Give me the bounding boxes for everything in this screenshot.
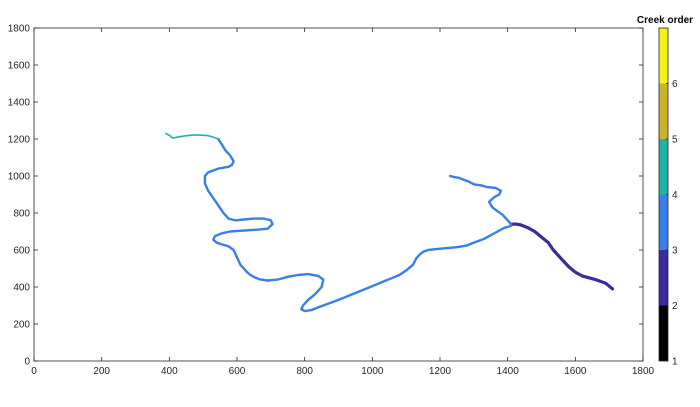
y-tick-label: 200 bbox=[13, 320, 30, 331]
y-tick-label: 1600 bbox=[8, 61, 31, 72]
x-tick-label: 0 bbox=[31, 366, 37, 377]
colorbar-tick-label: 1 bbox=[672, 357, 678, 368]
y-tick-label: 400 bbox=[13, 283, 30, 294]
x-tick-label: 800 bbox=[296, 366, 313, 377]
creek-series-3 bbox=[449, 174, 513, 226]
x-tick-label: 1400 bbox=[497, 366, 520, 377]
y-tick-label: 600 bbox=[13, 246, 30, 257]
colorbar-tick-label: 3 bbox=[672, 246, 678, 257]
x-tick-label: 1600 bbox=[564, 366, 587, 377]
colorbar-tick-label: 6 bbox=[672, 79, 678, 90]
colorbar-segment-4 bbox=[659, 139, 668, 195]
colorbar-tick-label: 4 bbox=[672, 190, 678, 201]
y-tick-label: 800 bbox=[13, 209, 30, 220]
y-tick-label: 1800 bbox=[8, 24, 31, 35]
y-tick-label: 1000 bbox=[8, 172, 31, 183]
colorbar-title: Creek order bbox=[637, 15, 693, 26]
colorbar-tick-label: 2 bbox=[672, 301, 678, 312]
plot-area bbox=[165, 132, 615, 313]
x-tick-label: 400 bbox=[161, 366, 178, 377]
colorbar-segment-5 bbox=[659, 83, 668, 139]
colorbar: Creek order 1 2 3 4 5 6 bbox=[637, 15, 693, 368]
y-tick-label: 1400 bbox=[8, 98, 31, 109]
x-tick-label: 1800 bbox=[632, 366, 655, 377]
creek-series-2 bbox=[203, 137, 513, 313]
colorbar-segment-6 bbox=[659, 28, 668, 84]
colorbar-tick-label: 5 bbox=[672, 135, 678, 146]
x-tick-label: 1200 bbox=[429, 366, 452, 377]
colorbar-segment-1 bbox=[659, 305, 668, 361]
creek-series-4 bbox=[165, 132, 220, 140]
x-tick-label: 200 bbox=[93, 366, 110, 377]
creek-series-1 bbox=[509, 222, 615, 291]
axes-box bbox=[33, 27, 644, 362]
axes: 0 200 400 600 800 1000 1200 1400 1600 1800 0 200 400… bbox=[8, 24, 655, 378]
colorbar-segment-3 bbox=[659, 194, 668, 250]
x-tick-label: 1000 bbox=[361, 366, 384, 377]
colorbar-segment-2 bbox=[659, 250, 668, 306]
y-tick-label: 1200 bbox=[8, 135, 31, 146]
x-tick-label: 600 bbox=[229, 366, 246, 377]
y-tick-label: 0 bbox=[24, 357, 30, 368]
